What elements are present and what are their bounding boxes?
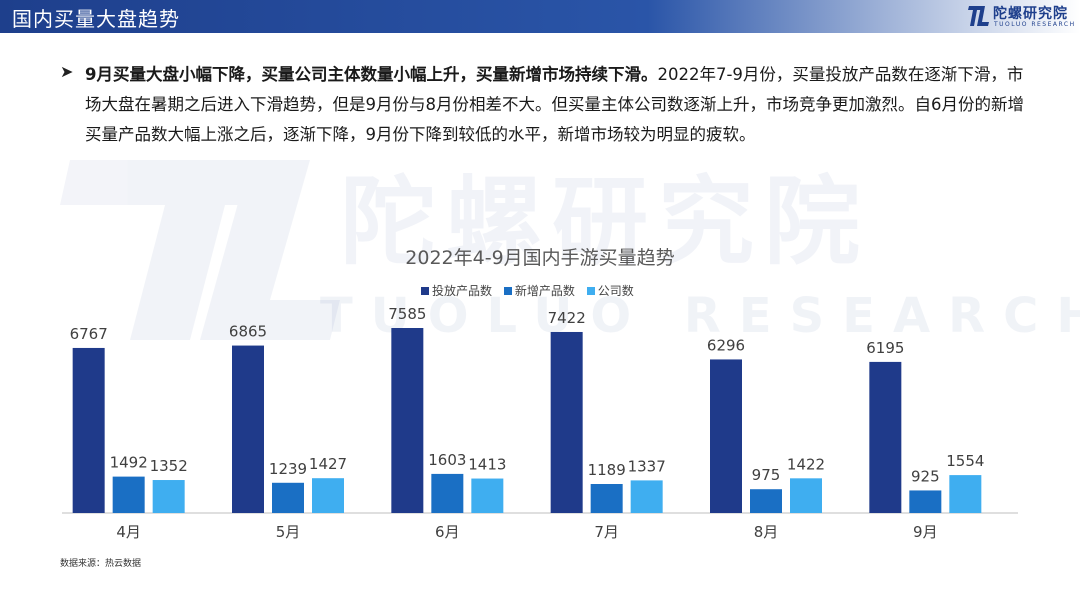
chart-title: 2022年4-9月国内手游买量趋势 [405, 247, 675, 269]
logo-english: TUOLUO RESEARCH [994, 21, 1076, 28]
data-label-9月-series2: 925 [911, 467, 940, 485]
data-label-4月-series1: 6767 [70, 325, 108, 343]
data-source: 数据来源：热云数据 [60, 559, 142, 569]
summary-text: 9月买量大盘小幅下降，买量公司主体数量小幅上升，买量新增市场持续下滑。2022年… [85, 60, 1030, 150]
logo-chinese: 陀螺研究院 [993, 6, 1068, 22]
arrow-bullet-icon: ➤ [60, 62, 74, 81]
bar-9月-series2 [909, 490, 942, 513]
bar-8月-series2 [750, 489, 782, 513]
legend-item-series1: 投放产品数 [421, 282, 492, 299]
legend-item-series2: 新增产品数 [503, 282, 575, 299]
legend-label-series1: 投放产品数 [432, 284, 493, 298]
data-label-4月-series3: 1352 [150, 457, 188, 475]
brand-logo: 陀螺研究院 TUOLUO RESEARCH [968, 3, 1074, 31]
legend-label-series3: 公司数 [597, 284, 634, 298]
tl-logo-icon [968, 6, 989, 26]
legend-label-series2: 新增产品数 [514, 284, 575, 298]
bar-4月-series1 [72, 347, 105, 513]
data-label-9月-series3: 1554 [946, 452, 984, 470]
bar-9月-series3 [949, 475, 982, 513]
bar-5月-series1 [232, 345, 264, 513]
bar-8月-series3 [790, 478, 822, 513]
bar-9月-series1 [869, 361, 902, 513]
bar-8月-series1 [710, 359, 742, 513]
x-tick-label-4月: 4月 [116, 523, 141, 541]
x-tick-label-7月: 7月 [594, 523, 619, 541]
page-title: 国内买量大盘趋势 [12, 7, 180, 31]
summary-body: 2022年7-9月份，买量投放产品数在逐渐下滑，市场大盘在暑期之后进入下滑趋势，… [85, 65, 1024, 144]
bar-5月-series3 [312, 478, 344, 513]
bar-7月-series2 [590, 484, 623, 513]
data-label-6月-series3: 1413 [468, 456, 506, 474]
legend-swatch-series1 [421, 286, 429, 295]
data-label-5月-series3: 1427 [309, 455, 347, 473]
chart-legend: 投放产品数 新增产品数 公司数 [421, 282, 642, 299]
bar-7月-series3 [630, 480, 663, 513]
bar-5月-series2 [272, 482, 304, 513]
legend-swatch-series2 [503, 286, 512, 295]
legend-swatch-series3 [586, 286, 595, 295]
x-tick-label-8月: 8月 [754, 523, 779, 541]
data-label-5月-series1: 6865 [229, 323, 267, 341]
x-tick-label-5月: 5月 [276, 523, 301, 541]
data-label-5月-series2: 1239 [269, 460, 307, 478]
data-label-8月-series1: 6296 [707, 336, 745, 354]
summary-bold: 9月买量大盘小幅下降，买量公司主体数量小幅上升，买量新增市场持续下滑。 [85, 65, 658, 84]
bar-7月-series1 [550, 331, 583, 513]
data-label-7月-series3: 1337 [628, 457, 666, 475]
data-label-7月-series2: 1189 [588, 461, 626, 479]
data-label-7月-series1: 7422 [548, 309, 586, 327]
x-tick-label-6月: 6月 [435, 523, 460, 541]
header-bar: 国内买量大盘趋势 陀螺研究院 TUOLUO RESEARCH [0, 0, 1080, 33]
bar-6月-series3 [471, 478, 504, 513]
data-label-4月-series2: 1492 [110, 454, 148, 472]
data-label-6月-series1: 7585 [388, 305, 426, 323]
bar-6月-series2 [431, 473, 464, 513]
data-label-6月-series2: 1603 [428, 451, 466, 469]
x-tick-label-9月: 9月 [913, 523, 938, 541]
legend-item-series3: 公司数 [586, 282, 634, 299]
data-label-9月-series1: 6195 [866, 339, 904, 357]
bar-4月-series2 [112, 476, 145, 513]
data-label-8月-series3: 1422 [787, 455, 825, 473]
data-label-8月-series2: 975 [752, 466, 781, 484]
bar-6月-series1 [391, 328, 424, 513]
bar-4月-series3 [152, 480, 185, 513]
